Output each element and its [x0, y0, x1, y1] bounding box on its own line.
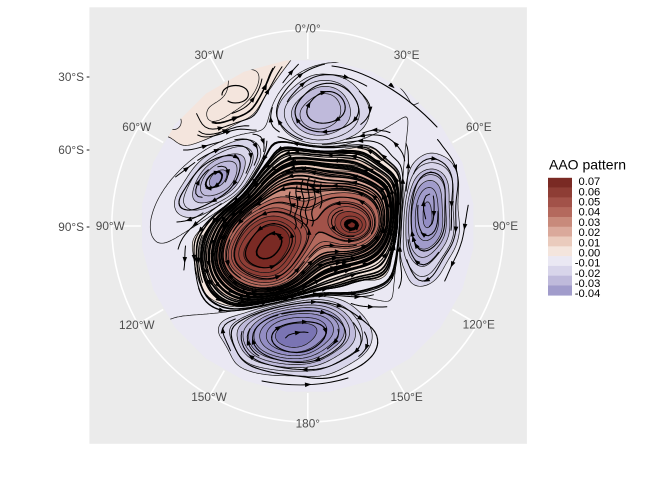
svg-text:0°/0°: 0°/0°: [295, 22, 321, 36]
svg-text:-0.02: -0.02: [575, 268, 601, 280]
svg-text:60°E: 60°E: [466, 120, 492, 134]
svg-text:150°W: 150°W: [191, 390, 227, 404]
svg-text:AAO pattern: AAO pattern: [549, 156, 626, 172]
svg-text:90°E: 90°E: [492, 219, 518, 233]
svg-text:-0.01: -0.01: [575, 258, 601, 270]
svg-text:-0.04: -0.04: [575, 288, 601, 300]
svg-text:180°: 180°: [296, 417, 321, 431]
svg-text:120°E: 120°E: [463, 318, 495, 332]
svg-text:0.02: 0.02: [579, 227, 601, 239]
svg-text:-0.03: -0.03: [575, 278, 601, 290]
svg-text:90°S: 90°S: [58, 220, 84, 234]
svg-text:0.06: 0.06: [579, 186, 601, 198]
svg-text:0.03: 0.03: [579, 217, 601, 229]
svg-text:0.05: 0.05: [579, 197, 601, 209]
svg-text:0.01: 0.01: [579, 237, 601, 249]
svg-text:30°E: 30°E: [394, 48, 420, 62]
svg-text:0.00: 0.00: [579, 248, 601, 260]
svg-text:60°S: 60°S: [58, 143, 84, 157]
svg-text:150°E: 150°E: [390, 390, 422, 404]
svg-text:30°S: 30°S: [58, 70, 84, 84]
svg-text:30°W: 30°W: [195, 48, 225, 62]
svg-text:60°W: 60°W: [122, 120, 152, 134]
svg-text:120°W: 120°W: [119, 318, 155, 332]
svg-text:90°W: 90°W: [96, 219, 126, 233]
svg-text:0.07: 0.07: [579, 176, 601, 188]
svg-text:0.04: 0.04: [579, 207, 601, 219]
